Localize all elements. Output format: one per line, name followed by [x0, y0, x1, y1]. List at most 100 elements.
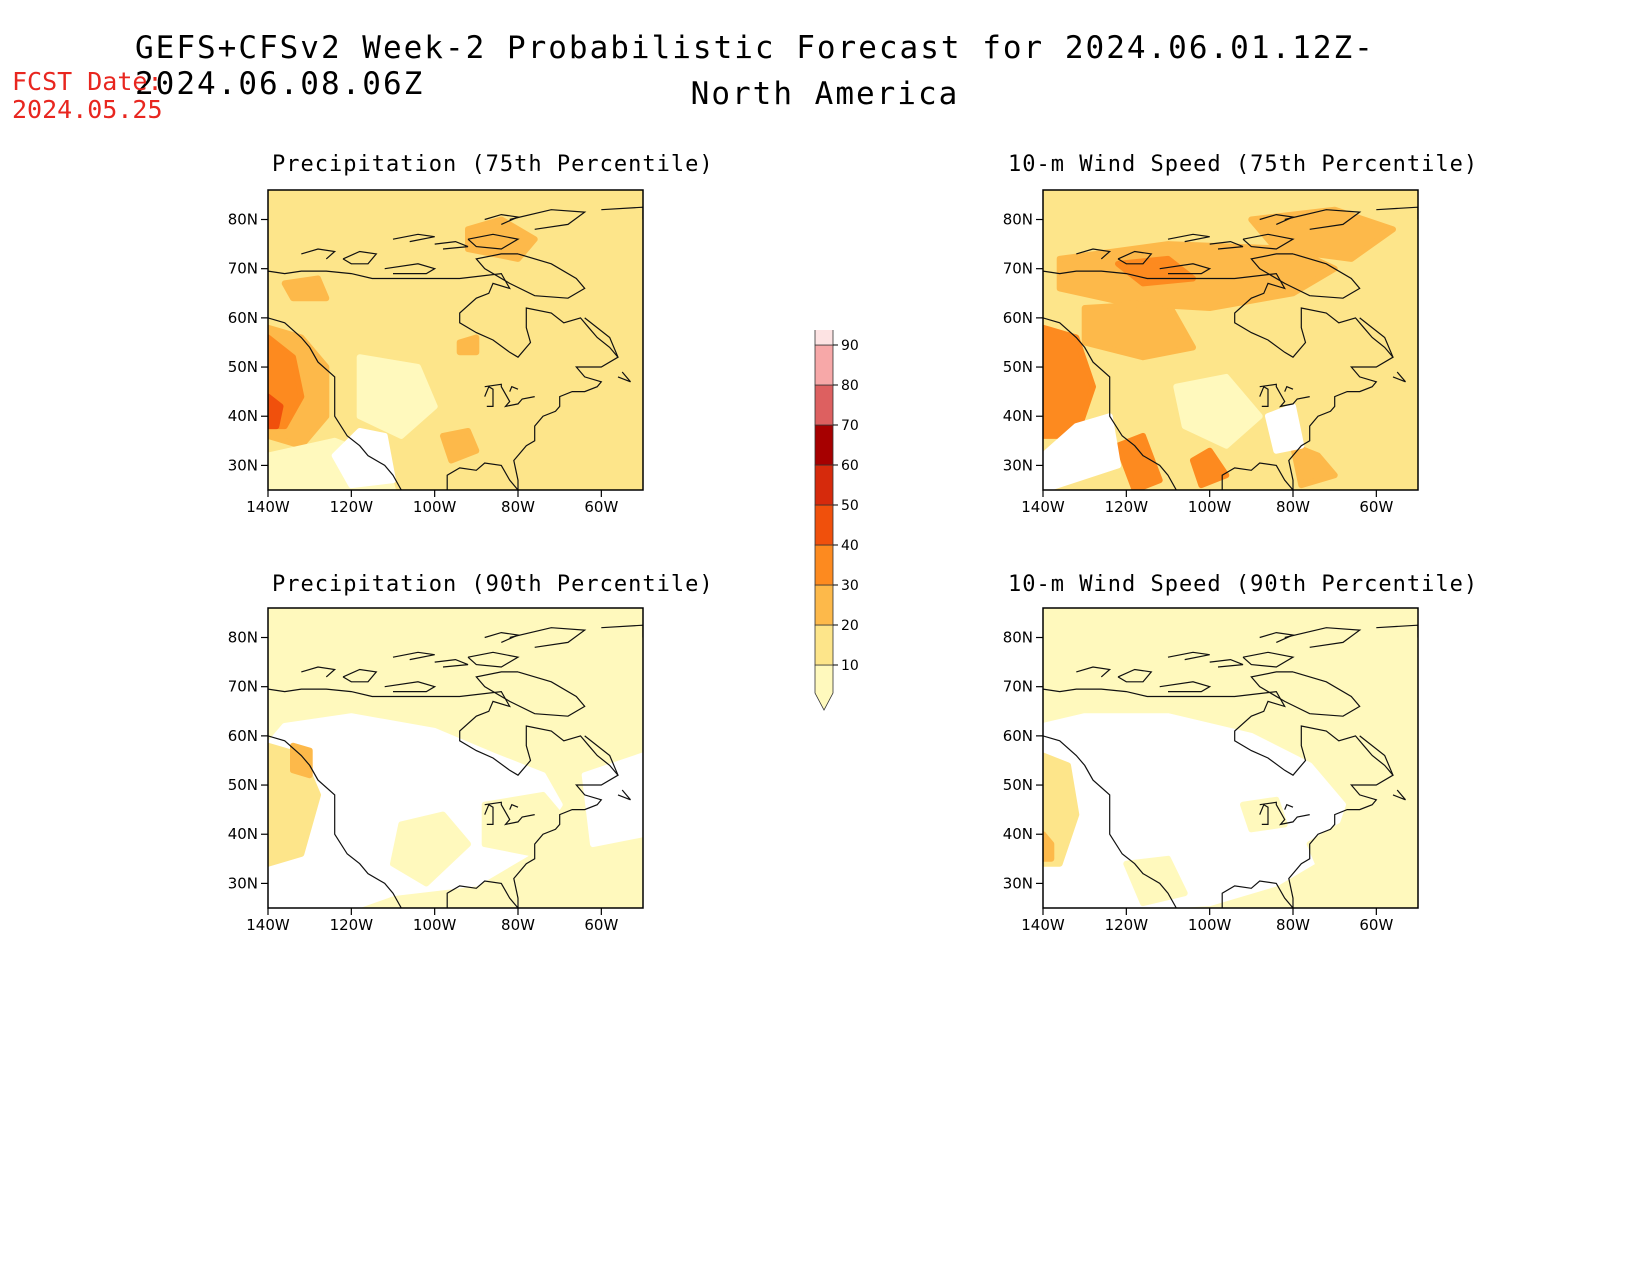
lon-tick-label: 100W: [1188, 916, 1232, 934]
coastline: [1242, 233, 1295, 250]
coastline: [384, 681, 437, 693]
colorbar-label: 70: [841, 418, 859, 434]
probability-contour-region: [356, 354, 438, 439]
panel-title-wind-75: 10-m Wind Speed (75th Percentile): [1008, 152, 1479, 177]
colorbar-swatch: [814, 424, 834, 466]
probability-contour-region: [290, 742, 313, 779]
colorbar-label: 30: [841, 578, 859, 594]
coastline: [475, 253, 586, 299]
map-panel-wind-90: 80N 70N 60N 50N 40N 30N 140W 120W 100W 80W 60W: [975, 607, 1455, 938]
coastline: [1076, 248, 1112, 260]
map-svg-wind-90: 80N 70N 60N 50N 40N 30N 140W 120W 100W 80W 60W: [1003, 607, 1419, 934]
lon-tick-label: 80W: [1276, 916, 1310, 934]
probability-contour-region: [440, 428, 480, 464]
lat-tick-label: 30N: [1003, 456, 1033, 474]
lon-tick-label: 100W: [1188, 498, 1232, 516]
coastline: [1359, 735, 1394, 776]
colorbar-label: 40: [841, 538, 859, 554]
coastline: [484, 383, 535, 408]
coastline: [1043, 735, 1177, 908]
lon-tick-label: 100W: [413, 498, 457, 516]
coastline: [484, 801, 535, 826]
coastline: [1259, 383, 1310, 408]
map-svg-wind-75: 80N 70N 60N 50N 40N 30N 140W 120W 100W 80W 60W: [1003, 189, 1419, 516]
coastline: [1043, 317, 1177, 490]
coastline: [601, 624, 643, 638]
lat-tick-label: 60N: [228, 727, 258, 745]
coastline: [1242, 651, 1295, 668]
lat-tick-label: 70N: [1003, 260, 1033, 278]
coastline: [509, 803, 519, 810]
colorbar-label: 90: [841, 338, 859, 354]
coastline: [268, 735, 402, 908]
coastline: [1209, 240, 1244, 250]
coastline: [1259, 385, 1269, 407]
probability-contour-region: [465, 216, 538, 262]
coastline: [584, 735, 619, 776]
coastline: [1250, 253, 1361, 299]
coastline: [1376, 206, 1418, 220]
coastline: [1043, 688, 1394, 908]
fcst-date-label: FCST Date:: [12, 67, 163, 96]
lat-tick-label: 80N: [228, 211, 258, 229]
lat-tick-label: 70N: [228, 678, 258, 696]
coastline: [342, 668, 378, 683]
probability-contour-region: [481, 791, 571, 857]
lat-tick-label: 50N: [228, 776, 258, 794]
probability-contour-region: [1306, 811, 1413, 887]
lon-tick-label: 60W: [1359, 916, 1393, 934]
lon-tick-label: 60W: [584, 498, 618, 516]
colorbar-swatch: [814, 504, 834, 546]
coastline: [484, 803, 494, 825]
coastline: [1392, 789, 1406, 801]
colorbar-label: 50: [841, 498, 859, 514]
map-svg-precip-75: 80N 70N 60N 50N 40N 30N 140W 120W 100W 80W 60W: [228, 189, 644, 516]
lon-tick-label: 60W: [584, 916, 618, 934]
lon-tick-label: 140W: [246, 498, 290, 516]
probability-contour-region: [1043, 713, 1346, 908]
map-frame: [267, 607, 644, 909]
panel-title-precip-75: Precipitation (75th Percentile): [272, 152, 714, 177]
lat-tick-label: 50N: [1003, 776, 1033, 794]
colorbar-label: 60: [841, 458, 859, 474]
lon-tick-label: 120W: [330, 916, 374, 934]
lat-tick-label: 70N: [1003, 678, 1033, 696]
coastline: [1392, 371, 1406, 383]
coastline: [268, 688, 619, 908]
lon-tick-label: 120W: [330, 498, 374, 516]
lat-tick-label: 60N: [1003, 309, 1033, 327]
colorbar-svg: 10 20 30 40 50 60 70 80 90: [814, 299, 859, 711]
coastline: [1259, 631, 1296, 643]
probability-contour-region: [1290, 442, 1338, 489]
probability-contour-region: [456, 334, 480, 356]
coastline: [1284, 627, 1362, 648]
coastline: [1167, 651, 1210, 661]
probability-contour-region: [1190, 447, 1230, 489]
coastline: [467, 233, 520, 250]
coastline: [1259, 803, 1269, 825]
coastline: [384, 263, 437, 275]
colorbar-swatch: [814, 584, 834, 626]
main-title: GEFS+CFSv2 Week-2 Probabilistic Forecast…: [135, 30, 1375, 102]
panel-title-precip-90: Precipitation (90th Percentile): [272, 572, 714, 597]
coastline: [1076, 666, 1112, 678]
lat-tick-label: 80N: [1003, 629, 1033, 647]
coastline: [342, 250, 378, 265]
coastline: [484, 631, 521, 643]
lon-tick-label: 100W: [413, 916, 457, 934]
coastline: [509, 385, 519, 392]
coastline: [301, 248, 337, 260]
probability-colorbar: 10 20 30 40 50 60 70 80 90: [805, 299, 865, 750]
colorbar-swatch: [814, 664, 834, 711]
coastline: [1284, 385, 1294, 392]
probability-contour-region: [1043, 413, 1121, 490]
probability-contour-region: [1115, 432, 1163, 490]
coastline: [434, 240, 469, 250]
lat-tick-label: 50N: [228, 358, 258, 376]
map-svg-precip-90: 80N 70N 60N 50N 40N 30N 140W 120W 100W 80W 60W: [228, 607, 644, 934]
probability-contour-region: [390, 811, 471, 887]
lon-tick-label: 140W: [1021, 916, 1065, 934]
lat-tick-label: 80N: [1003, 211, 1033, 229]
coastline: [1284, 803, 1294, 810]
colorbar-label: 10: [841, 658, 859, 674]
